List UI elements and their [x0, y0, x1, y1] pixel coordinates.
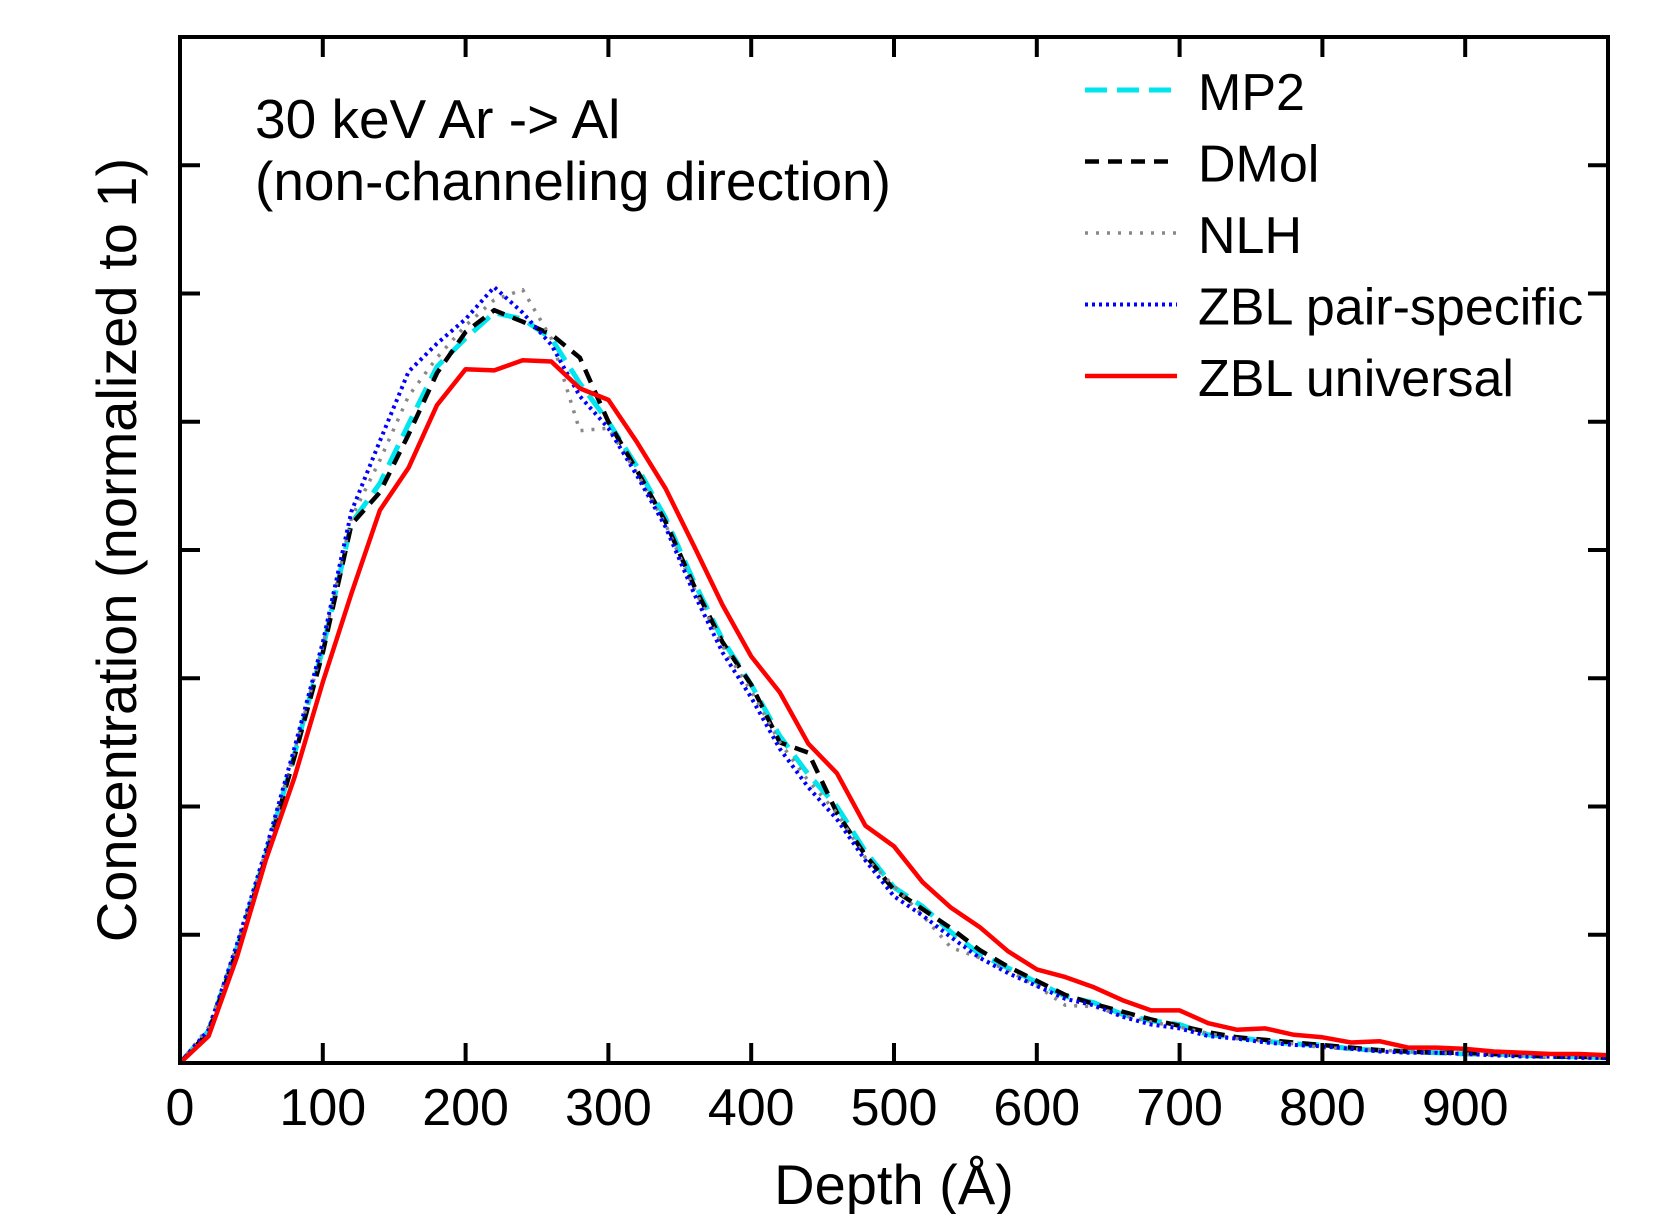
x-tick-label: 0	[166, 1079, 195, 1137]
series-layer	[178, 285, 1609, 1065]
x-tick-label: 100	[279, 1079, 366, 1137]
x-tick-label: 200	[422, 1079, 509, 1137]
legend-label: DMol	[1198, 136, 1319, 194]
series-line-dmol	[178, 307, 1609, 1065]
series-line-zbl-universal	[178, 357, 1609, 1065]
chart-title-line-1: 30 keV Ar -> Al	[255, 88, 620, 150]
legend-label: MP2	[1198, 64, 1305, 122]
legend-entry: MP2	[1085, 64, 1305, 122]
legend-label: ZBL universal	[1198, 350, 1514, 408]
legend-entry: ZBL universal	[1085, 350, 1514, 408]
x-tick-label: 600	[993, 1079, 1080, 1137]
ticks-layer: 0 100 200 300 400 500 600 700 800 900	[166, 37, 1608, 1137]
x-tick-label: 900	[1422, 1079, 1509, 1137]
legend: MP2 DMol NLH ZBL pair-specific ZBL universal	[1085, 64, 1583, 408]
x-axis-label: Depth (Å)	[774, 1153, 1014, 1214]
legend-entry: NLH	[1085, 207, 1302, 265]
legend-entry: DMol	[1085, 136, 1319, 194]
series-line-mp2	[178, 310, 1609, 1065]
y-axis-label: Concentration (normalized to 1)	[85, 158, 148, 942]
x-tick-label: 300	[565, 1079, 652, 1137]
x-tick-label: 500	[851, 1079, 938, 1137]
legend-label: NLH	[1198, 207, 1302, 265]
x-tick-label: 700	[1136, 1079, 1223, 1137]
chart-title-line-2: (non-channeling direction)	[255, 150, 891, 212]
legend-entry: ZBL pair-specific	[1085, 279, 1583, 337]
x-tick-label: 800	[1279, 1079, 1366, 1137]
legend-label: ZBL pair-specific	[1198, 279, 1583, 337]
x-tick-label: 400	[708, 1079, 795, 1137]
